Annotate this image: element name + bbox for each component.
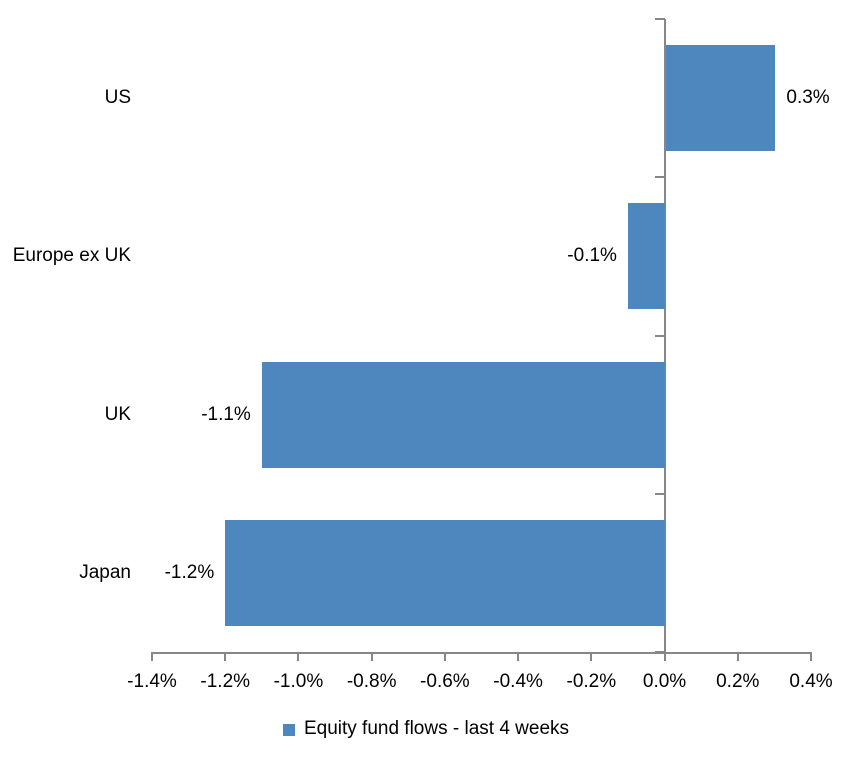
data-label: -0.1% (567, 245, 617, 267)
category-label: UK (104, 403, 131, 425)
value-axis-tick (663, 652, 666, 661)
value-axis-tick (151, 652, 153, 661)
value-axis-tick (370, 652, 373, 661)
value-axis-tick-label: -0.6% (420, 671, 470, 692)
value-axis-tick-label: 0.4% (789, 671, 833, 692)
category-axis-tick (654, 18, 665, 20)
bar (261, 361, 665, 468)
data-label: -1.2% (164, 561, 215, 583)
value-axis-tick-label: -1.4% (127, 671, 177, 692)
value-axis-tick (443, 652, 446, 661)
category-label: Europe ex UK (12, 245, 131, 267)
category-axis-tick (654, 492, 665, 495)
legend-label: Equity fund flows - last 4 weeks (303, 718, 570, 739)
value-axis-tick-label: -0.8% (346, 671, 397, 692)
bar (627, 203, 665, 310)
bar (665, 45, 776, 152)
data-label: 0.3% (786, 87, 830, 109)
value-axis-tick (590, 652, 593, 661)
value-axis-tick-label: 0.2% (716, 671, 760, 692)
category-axis-tick (654, 176, 665, 179)
legend-marker-square (282, 723, 295, 736)
legend: Equity fund flows - last 4 weeks (0, 718, 852, 740)
value-axis-tick (736, 652, 739, 661)
category-label: US (104, 87, 131, 109)
value-axis-tick-label: 0.0% (642, 671, 687, 692)
data-label: -1.1% (201, 403, 251, 425)
category-axis-tick (654, 334, 665, 337)
value-axis-tick (517, 652, 520, 661)
bar (225, 519, 665, 626)
category-label: Japan (79, 561, 131, 583)
value-axis-tick (224, 652, 227, 661)
value-axis-tick-label: -1.0% (273, 671, 324, 692)
value-axis-tick-label: -0.2% (566, 671, 617, 692)
value-axis-tick (297, 652, 300, 661)
value-axis-line (152, 652, 811, 654)
value-axis-tick-label: -0.4% (493, 671, 543, 692)
value-axis-tick (810, 652, 812, 661)
value-axis-tick-label: -1.2% (200, 671, 251, 692)
category-axis-line (663, 19, 666, 652)
category-axis-tick (654, 651, 665, 653)
